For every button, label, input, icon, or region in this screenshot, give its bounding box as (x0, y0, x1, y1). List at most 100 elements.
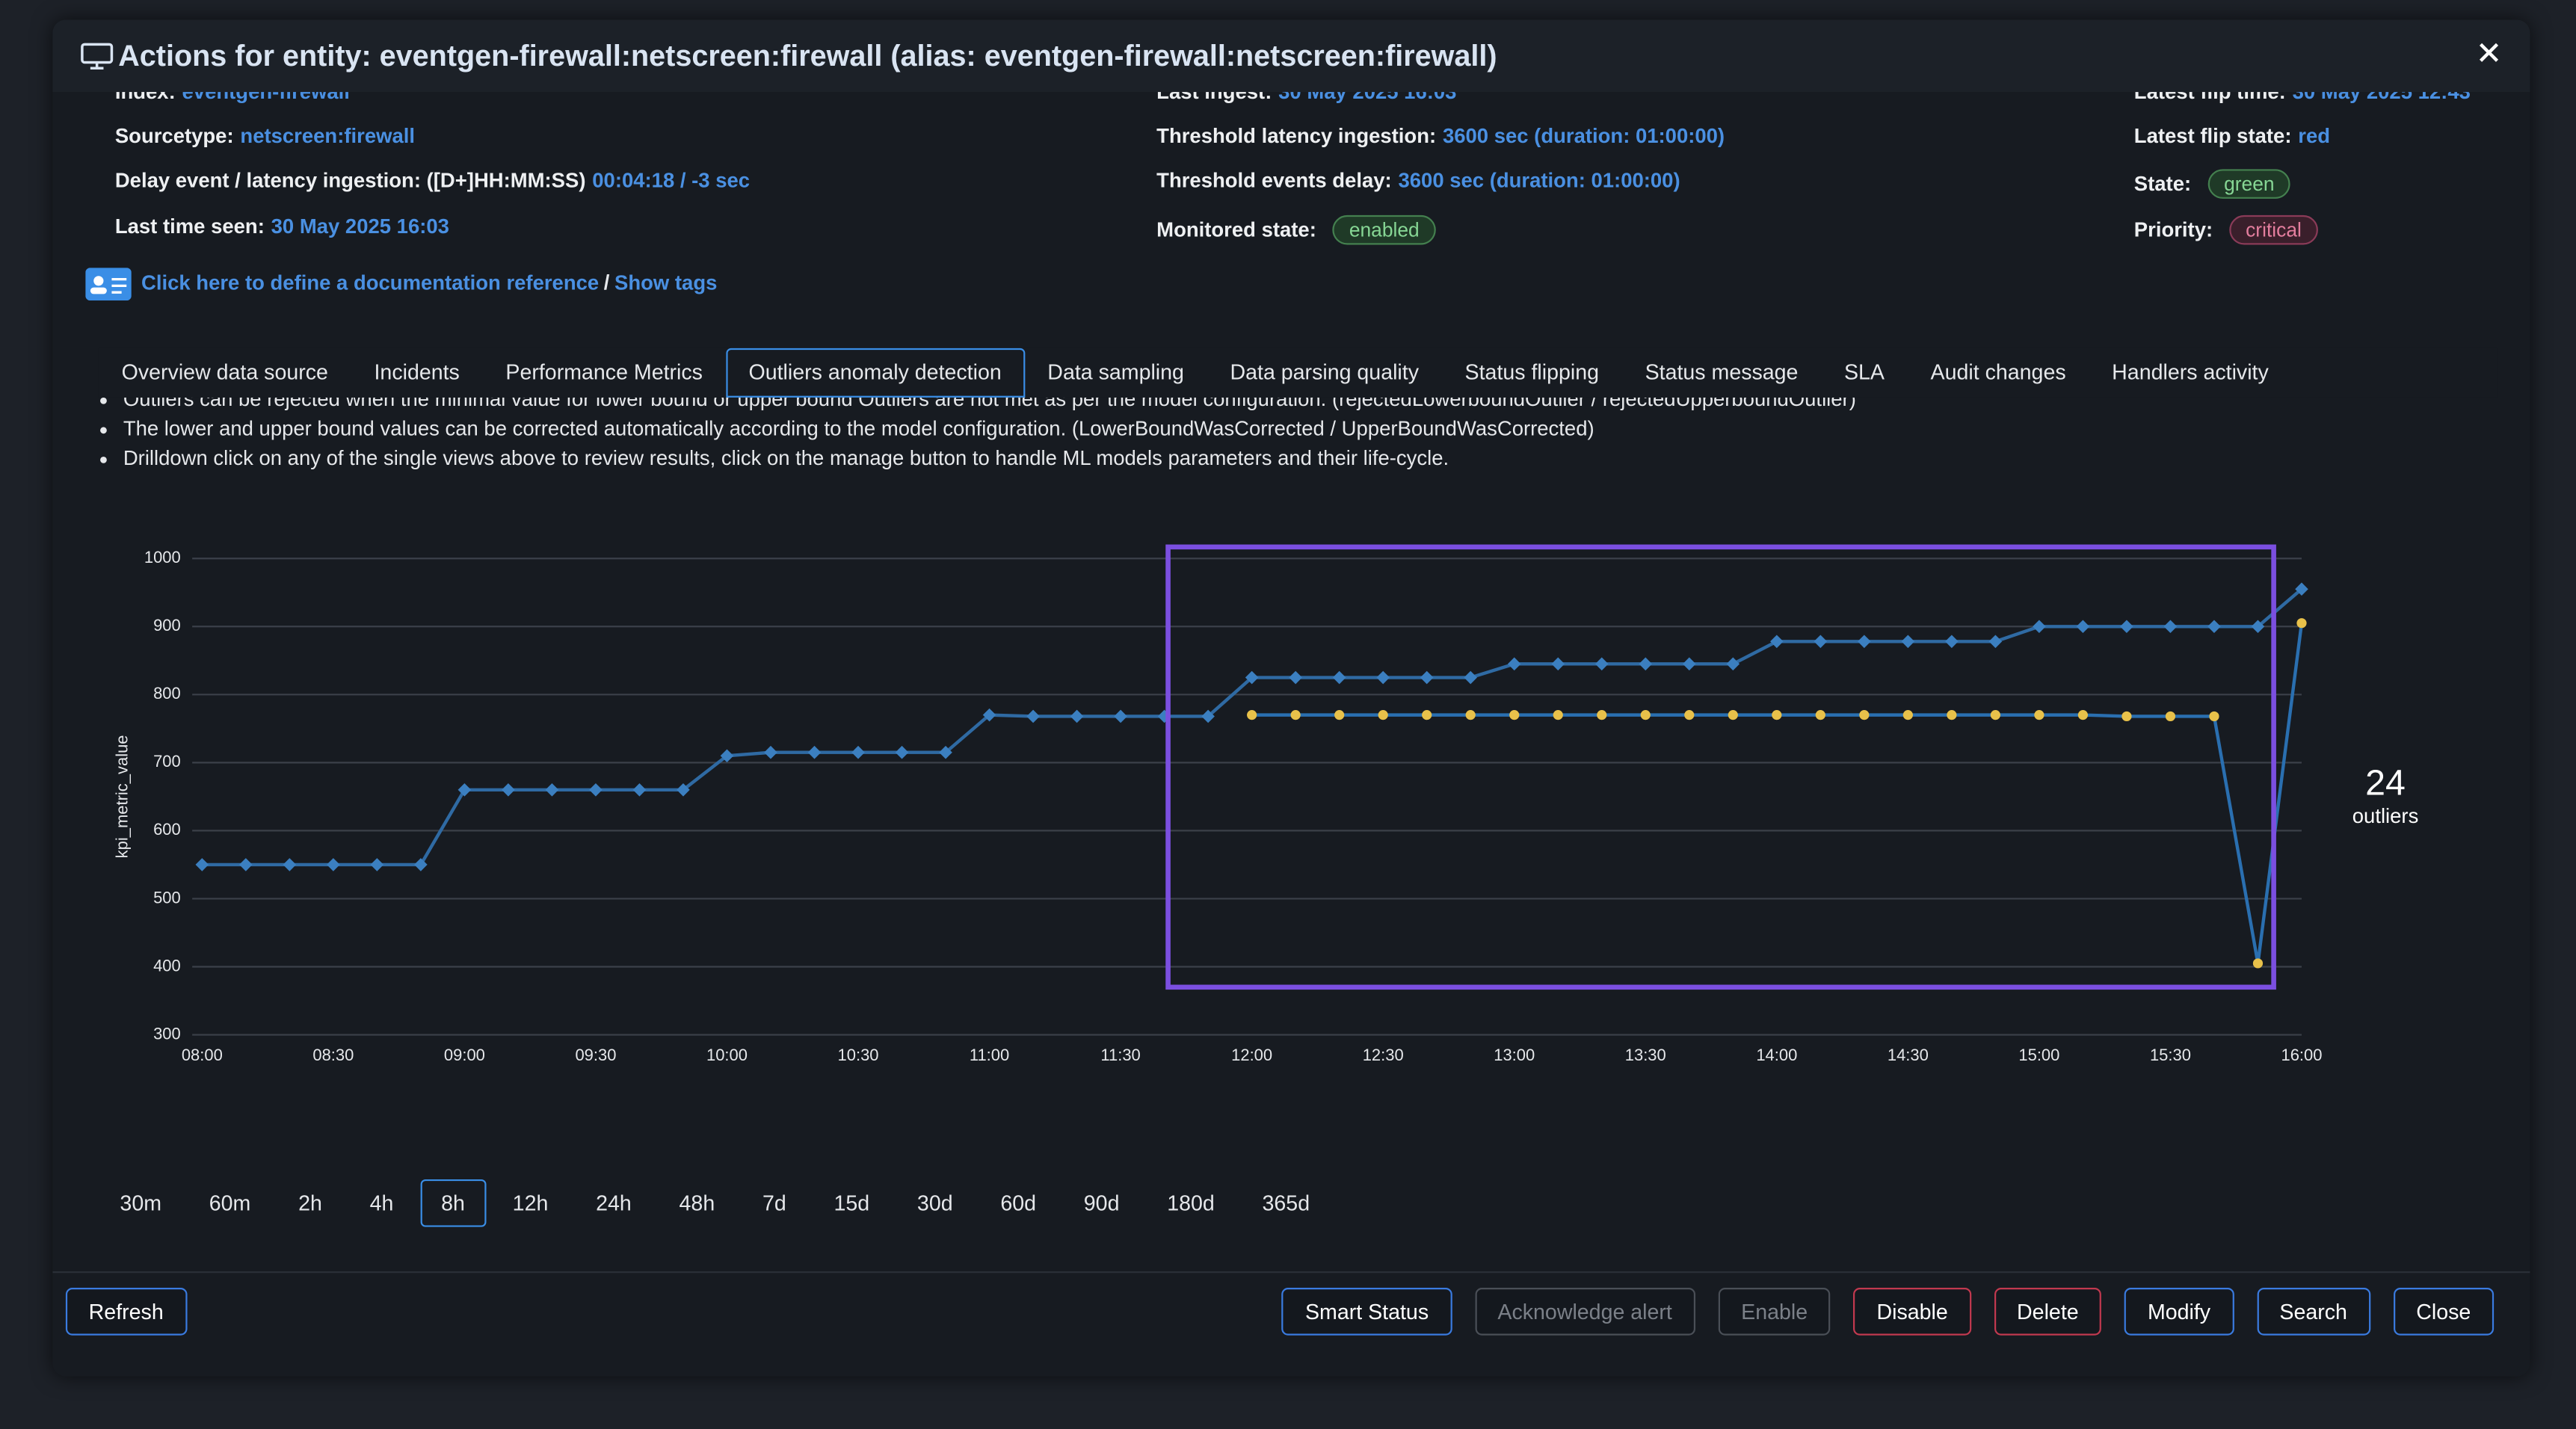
time-range[interactable]: 60d (1000, 1191, 1037, 1216)
y-tick-label: 1000 (144, 548, 181, 567)
field-label: Threshold events delay: (1156, 169, 1392, 193)
y-axis-label: kpi_metric_value (113, 735, 132, 858)
diamond-marker (239, 858, 253, 871)
tab[interactable]: Data sampling (1047, 359, 1184, 385)
time-range[interactable]: 8h (419, 1179, 487, 1227)
time-range[interactable]: 24h (596, 1191, 632, 1216)
x-tick-label: 14:00 (1756, 1046, 1797, 1064)
diamond-marker (2207, 620, 2221, 634)
diamond-marker (2033, 620, 2046, 634)
doc-link[interactable]: Click here to define a documentation ref… (141, 271, 600, 295)
point-marker (2077, 710, 2089, 720)
show-tags-link[interactable]: Show tags (614, 271, 718, 295)
title-bar: Actions for entity: eventgen-firewall:ne… (52, 19, 2530, 93)
diamond-marker (414, 858, 428, 871)
point-marker (1290, 710, 1301, 720)
point-marker (1684, 710, 1695, 720)
diamond-marker (589, 783, 603, 797)
time-range[interactable]: 15d (833, 1191, 870, 1216)
time-range[interactable]: 365d (1262, 1191, 1310, 1216)
tab[interactable]: Overview data source (121, 359, 328, 385)
x-tick-label: 09:30 (575, 1046, 616, 1064)
x-tick-label: 12:00 (1231, 1046, 1272, 1064)
diamond-marker (2076, 620, 2090, 634)
field: Delay event / latency ingestion: ([D+]HH… (115, 169, 750, 192)
button: Acknowledge alert (1474, 1287, 1695, 1336)
diamond-marker (1814, 635, 1828, 649)
refresh-holder: Refresh (65, 1287, 187, 1336)
tab-bar: Overview data source Incidents Performance… (98, 348, 2498, 398)
button[interactable]: Close (2393, 1287, 2495, 1336)
time-range[interactable]: 7d (762, 1191, 786, 1216)
time-range[interactable]: 48h (679, 1191, 715, 1216)
point-marker (1947, 710, 1957, 720)
point-marker (1772, 710, 1782, 720)
x-tick-label: 14:30 (1888, 1046, 1929, 1064)
button[interactable]: Smart Status (1282, 1287, 1452, 1336)
note: Outliers can be rejected when the minima… (123, 398, 2395, 414)
close-icon[interactable] (2477, 41, 2500, 64)
diamond-marker (1026, 709, 1040, 723)
tab[interactable]: Outliers anomaly detection (725, 348, 1025, 398)
point-marker (1509, 710, 1520, 720)
button[interactable]: Modify (2124, 1287, 2234, 1336)
point-marker (1378, 710, 1388, 720)
x-tick-label: 11:30 (1100, 1046, 1140, 1064)
field-label: Sourcetype: (114, 125, 234, 148)
note-list: Outliers can be rejected when the minima… (95, 398, 2395, 473)
diamond-marker (982, 708, 996, 722)
diamond-marker (807, 745, 822, 759)
tab[interactable]: Status message (1645, 359, 1799, 385)
point-marker (1553, 710, 1563, 720)
time-range[interactable]: 30m (120, 1191, 162, 1216)
button[interactable]: Refresh (65, 1287, 187, 1336)
monitor-icon (81, 43, 114, 70)
doc-icon (85, 268, 132, 301)
time-range[interactable]: 180d (1167, 1191, 1215, 1216)
tab[interactable]: Handlers activity (2112, 359, 2269, 385)
tab[interactable]: Incidents (374, 359, 460, 385)
time-range[interactable]: 60m (209, 1191, 251, 1216)
button[interactable]: Disable (1853, 1287, 1971, 1336)
stat-value: 24 (2365, 762, 2406, 803)
y-tick-label: 900 (153, 616, 181, 635)
x-tick-label: 12:30 (1363, 1046, 1404, 1064)
point-marker (1990, 710, 2000, 720)
x-tick-label: 15:30 (2150, 1046, 2191, 1064)
y-tick-label: 600 (153, 820, 181, 839)
y-tick-label: 500 (153, 888, 181, 907)
x-tick-label: 15:00 (2018, 1046, 2059, 1064)
diamond-marker (1464, 670, 1478, 685)
tab[interactable]: Audit changes (1930, 359, 2066, 385)
diamond-marker (1507, 657, 1521, 671)
tab[interactable]: SLA (1843, 359, 1885, 385)
tab[interactable]: Performance Metrics (505, 359, 703, 385)
y-tick-label: 300 (153, 1024, 181, 1043)
diamond-marker (1639, 657, 1653, 671)
button[interactable]: Search (2256, 1287, 2370, 1336)
field: Threshold latency ingestion: 3600 sec (du… (1156, 125, 1725, 148)
time-ranges: 30m 60m 2h 4h 8h 12h 24h 48h 7d 15d 30d 60d 90d 180d 3… (99, 1179, 1331, 1227)
diamond-marker (939, 745, 952, 759)
tab[interactable]: Data parsing quality (1230, 359, 1420, 385)
x-tick-label: 08:30 (312, 1046, 354, 1064)
time-range[interactable]: 12h (512, 1191, 549, 1216)
outlier-stat[interactable]: 24 outliers (2320, 762, 2451, 828)
notes: Outliers can be rejected when the minima… (95, 398, 2395, 480)
point-marker (1728, 710, 1738, 720)
time-range[interactable]: 2h (298, 1191, 322, 1216)
time-range[interactable]: 4h (369, 1191, 394, 1216)
time-range[interactable]: 90d (1083, 1191, 1120, 1216)
diamond-marker (895, 745, 909, 759)
series-line (202, 587, 2303, 867)
diamond-marker (502, 783, 515, 797)
diamond-marker (1070, 709, 1084, 723)
y-tick-label: 400 (153, 956, 181, 975)
button[interactable]: Delete (1994, 1287, 2102, 1336)
point-marker (1597, 710, 1607, 720)
field: Threshold events delay: 3600 sec (duratio… (1156, 169, 1680, 192)
tab[interactable]: Status flipping (1464, 359, 1600, 385)
diamond-marker (545, 783, 559, 797)
time-range[interactable]: 30d (916, 1191, 953, 1216)
